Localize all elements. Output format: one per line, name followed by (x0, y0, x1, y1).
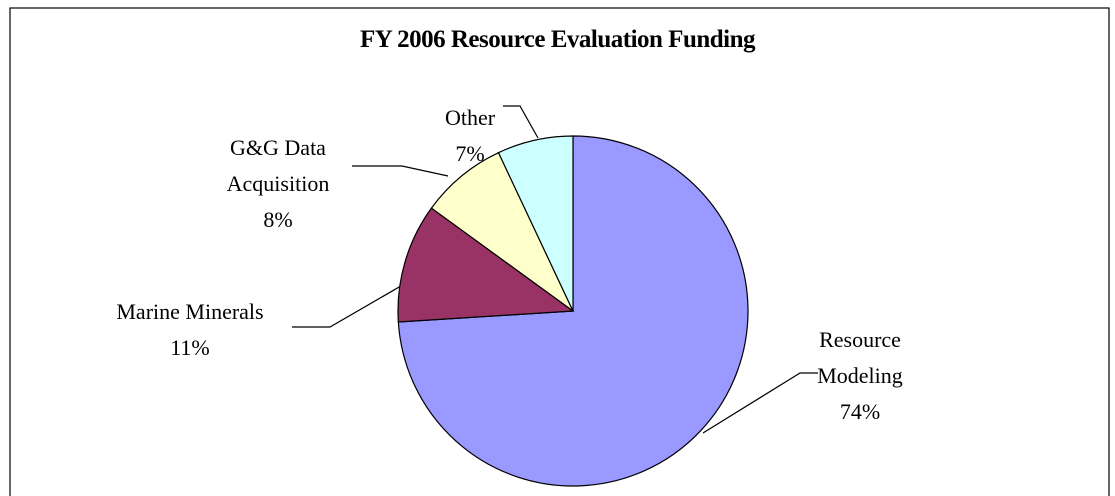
slice-value-label: 74% (839, 399, 881, 424)
leader-line (352, 165, 449, 177)
leader-line (503, 105, 539, 139)
slice-label: Resource Modeling (817, 327, 903, 388)
pie-slice (397, 207, 575, 323)
slice-value-label: 8% (263, 207, 293, 232)
pie-slice (497, 135, 574, 312)
slice-label: Other (444, 105, 496, 130)
chart-title: FY 2006 Resource Evaluation Funding (359, 26, 756, 53)
leader-line (292, 267, 433, 328)
slice-value-label: 11% (170, 335, 210, 360)
slice-label: G&G Data Acquisition (226, 135, 330, 196)
leader-lines (292, 105, 818, 434)
slice-value-label: 7% (455, 141, 485, 166)
leader-line (702, 372, 818, 434)
pie (397, 135, 749, 487)
slice-label: Marine Minerals (116, 299, 264, 324)
